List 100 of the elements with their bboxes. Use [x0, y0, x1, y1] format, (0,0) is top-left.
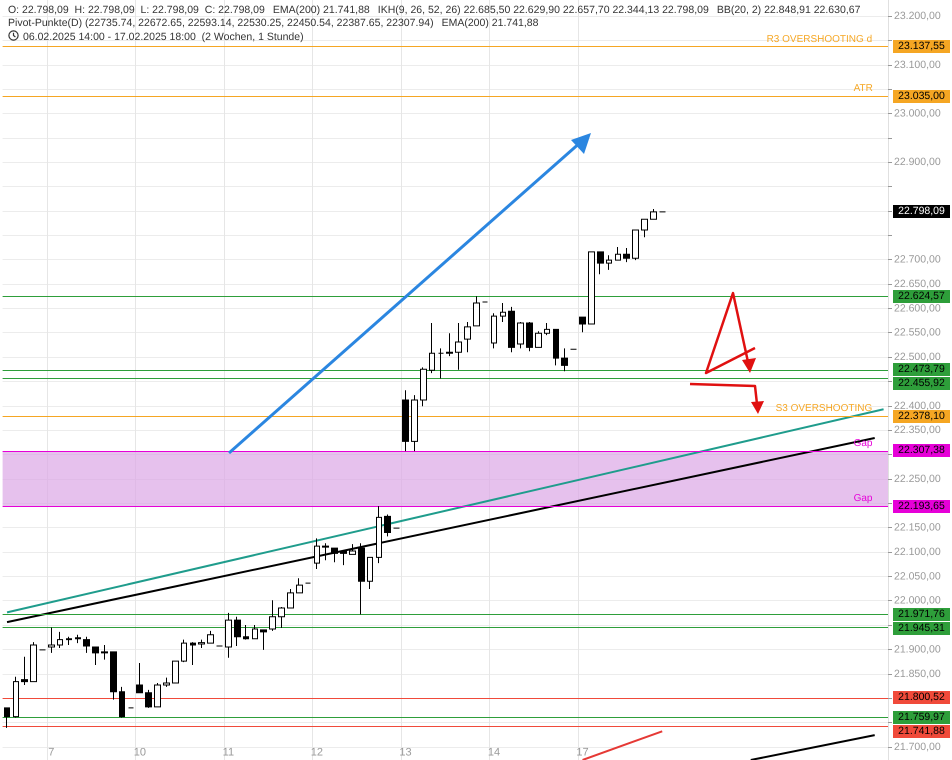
ref-line-label: 21.759,97 — [893, 711, 950, 724]
ref-line-label: 21.971,76 — [893, 608, 950, 621]
ref-line-label: 21.800,52 — [893, 691, 950, 704]
x-tick-label: 11 — [222, 746, 234, 758]
y-tick-label: 22.600,00 — [894, 302, 941, 314]
ref-line-label: 21.741,88 — [893, 725, 950, 738]
candlestick — [367, 556, 373, 590]
annotation: EMA(200) 21.741,88 — [272, 4, 370, 17]
x-tick-label: 7 — [48, 746, 54, 758]
annotation: Pivot-Punkte(D) (22735.74, 22672.65, 22593.14, 22530.25, 22450.54, 22387.65, 22307.94) — [8, 17, 434, 30]
candlestick — [48, 626, 55, 654]
candlestick — [553, 328, 559, 366]
candlestick — [579, 316, 586, 333]
candlestick — [331, 548, 338, 563]
candlestick — [260, 629, 267, 650]
annotation: EMA(200) 21.741,88 — [442, 17, 538, 30]
candlestick — [154, 682, 161, 708]
candlestick — [287, 588, 294, 608]
candlestick — [234, 616, 241, 646]
candlestick — [172, 660, 179, 684]
candlestick — [66, 636, 72, 646]
ref-line-label: 21.945,31 — [893, 622, 950, 635]
candlestick — [190, 642, 196, 666]
candlestick — [455, 322, 462, 370]
annotation: 06.02.2025 14:00 - 17.02.2025 18:00 (2 Wochen, 1 Stunde) — [23, 31, 304, 44]
candlestick — [473, 296, 480, 326]
candlestick — [119, 686, 125, 718]
candlestick — [650, 208, 657, 220]
ref-line-label: 22.307,38 — [893, 444, 950, 458]
x-tick-label: 12 — [310, 746, 324, 758]
candlestick — [606, 254, 612, 270]
candlestick — [30, 642, 37, 682]
candlestick — [358, 542, 365, 615]
candlestick — [597, 251, 604, 275]
candlestick — [225, 612, 232, 658]
y-tick-label: 22.150,00 — [894, 522, 941, 534]
candlestick — [517, 322, 524, 349]
y-tick-label: 21.850,00 — [894, 668, 941, 680]
candlestick — [349, 544, 356, 555]
annotation: ATR — [852, 83, 874, 94]
candlestick — [588, 251, 595, 324]
annotation: Gap — [852, 493, 874, 504]
candlestick — [13, 676, 19, 718]
y-tick-label: 21.900,00 — [894, 643, 941, 656]
candlestick — [296, 578, 303, 594]
annotation: IKH(9, 26, 52, 26) 22.685,50 22.629,90 22.657,70 22.344,13 22.798,09 — [378, 4, 709, 17]
candlestick — [163, 677, 170, 688]
ref-line-label: 22.473,79 — [893, 363, 950, 376]
y-tick-label: 21.700,00 — [894, 740, 941, 753]
candlestick — [110, 651, 117, 700]
y-tick-label: 23.200,00 — [894, 10, 941, 22]
candlestick — [561, 348, 568, 372]
candlestick — [136, 662, 143, 694]
candlestick — [384, 514, 391, 537]
y-tick-label: 23.000,00 — [894, 108, 941, 120]
candlestick — [4, 707, 10, 728]
candlestick — [641, 218, 648, 238]
annotation: O: 22.798,09 H: 22.798,09 L: 22.798,09 C: 22.798,09 — [8, 4, 265, 17]
x-tick-label: 14 — [488, 746, 500, 758]
candlestick — [615, 246, 621, 261]
x-tick-label: 17 — [576, 746, 589, 758]
candlestick — [491, 312, 497, 349]
candlestick — [101, 644, 108, 660]
candlestick — [322, 542, 329, 561]
y-tick-label: 22.350,00 — [894, 424, 941, 436]
ref-line-label: 22.455,92 — [893, 377, 950, 390]
candlestick — [92, 646, 99, 666]
ref-line-label: 23.035,00 — [893, 90, 950, 103]
annotation: Gap — [852, 438, 874, 449]
candlestick — [632, 229, 639, 261]
candlestick — [252, 624, 258, 640]
x-tick-label: 10 — [134, 746, 146, 758]
y-tick-label: 22.650,00 — [894, 278, 941, 290]
candlestick — [526, 322, 533, 352]
candlestick — [83, 636, 90, 654]
annotation: R3 OVERSHOOTING d — [766, 34, 874, 44]
candlestick — [269, 600, 276, 632]
y-tick-label: 22.700,00 — [894, 254, 941, 266]
y-tick-label: 23.100,00 — [894, 58, 941, 71]
candlestick — [438, 348, 444, 380]
candlestick — [544, 322, 550, 336]
candlestick — [402, 390, 409, 452]
y-tick-label: 22.050,00 — [894, 570, 941, 582]
candlestick — [243, 624, 249, 640]
y-tick-label: 22.550,00 — [894, 326, 941, 339]
y-tick-label: 22.000,00 — [894, 594, 941, 607]
ref-line-label: 23.137,55 — [893, 40, 950, 53]
candlestick — [623, 247, 630, 263]
ref-line-label: 22.624,57 — [893, 290, 950, 303]
candlestick — [75, 634, 81, 644]
candlestick — [207, 630, 214, 644]
candlestick — [446, 332, 453, 357]
x-tick-label: 13 — [399, 746, 412, 758]
y-tick-label: 22.400,00 — [894, 400, 941, 412]
candlestick — [340, 550, 347, 566]
annotation: BB(20, 2) 22.848,91 22.630,67 — [716, 4, 860, 17]
candlestick — [500, 302, 506, 323]
candlestick — [181, 639, 187, 663]
candlestick — [508, 306, 515, 353]
ref-line-label: 22.378,10 — [893, 410, 950, 423]
